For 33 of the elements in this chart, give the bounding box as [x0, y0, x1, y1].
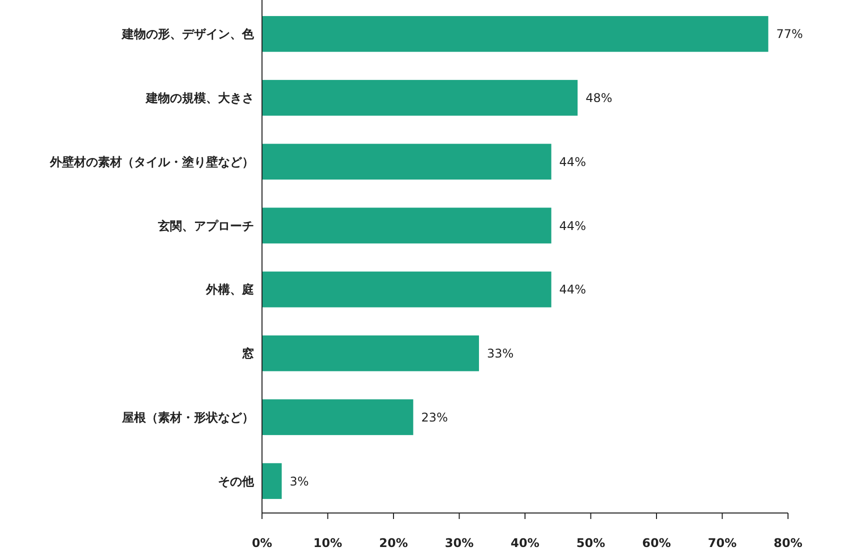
- y-tick-label: 建物の形、デザイン、色: [121, 27, 255, 42]
- data-label: 44%: [559, 154, 586, 169]
- x-tick-label: 10%: [313, 536, 342, 550]
- x-tick-label: 50%: [576, 536, 606, 550]
- bar: [262, 463, 282, 499]
- y-tick-label: 玄関、アプローチ: [157, 218, 254, 233]
- data-label: 33%: [486, 346, 514, 361]
- bar: [262, 16, 768, 52]
- bar: [262, 399, 414, 436]
- y-tick-label: 外構、庭: [205, 282, 254, 297]
- data-label: 48%: [586, 91, 612, 106]
- y-tick-label: その他: [218, 474, 255, 488]
- y-tick-label: 屋根（素材・形状など）: [121, 410, 254, 424]
- x-tick-label: 40%: [510, 536, 540, 550]
- x-tick-label: 60%: [642, 536, 671, 550]
- bar: [262, 208, 552, 244]
- data-label: 77%: [776, 27, 803, 42]
- x-tick-label: 0%: [252, 536, 272, 550]
- y-tick-label: 建物の規模、大きさ: [145, 91, 254, 106]
- y-tick-label: 外壁材の素材（タイル・塗り壁など）: [49, 154, 254, 169]
- bar: [262, 272, 552, 308]
- x-tick-label: 20%: [379, 536, 408, 550]
- data-label: 44%: [559, 218, 586, 233]
- x-tick-label: 80%: [774, 536, 802, 550]
- bar: [262, 335, 479, 372]
- y-tick-label: 窓: [242, 346, 254, 361]
- data-label: 23%: [421, 410, 448, 424]
- bar: [262, 80, 578, 116]
- x-tick-label: 30%: [444, 536, 474, 550]
- data-label: 3%: [290, 474, 309, 488]
- data-label: 44%: [559, 282, 586, 297]
- bar: [262, 144, 552, 180]
- x-tick-label: 70%: [708, 536, 737, 550]
